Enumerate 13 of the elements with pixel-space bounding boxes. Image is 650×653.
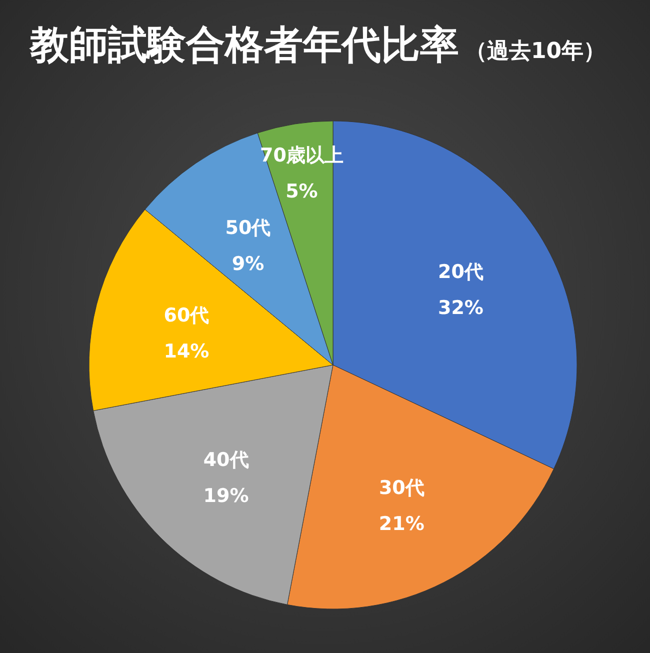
slice-label: 60代	[164, 304, 210, 326]
data-label: 5%	[286, 180, 318, 202]
slice-label: 30代	[378, 476, 424, 499]
chart-subtitle: （過去10年）	[465, 39, 606, 64]
slice-label: 20代	[438, 260, 484, 283]
data-label: 32%	[438, 296, 484, 319]
data-label: 21%	[378, 512, 424, 535]
data-label: 14%	[164, 340, 210, 362]
data-label: 9%	[232, 252, 264, 275]
chart-title: 教師試験合格者年代比率	[29, 23, 459, 68]
data-label: 19%	[203, 484, 249, 507]
slice-label: 40代	[203, 448, 249, 471]
slice-label: 50代	[225, 216, 271, 239]
